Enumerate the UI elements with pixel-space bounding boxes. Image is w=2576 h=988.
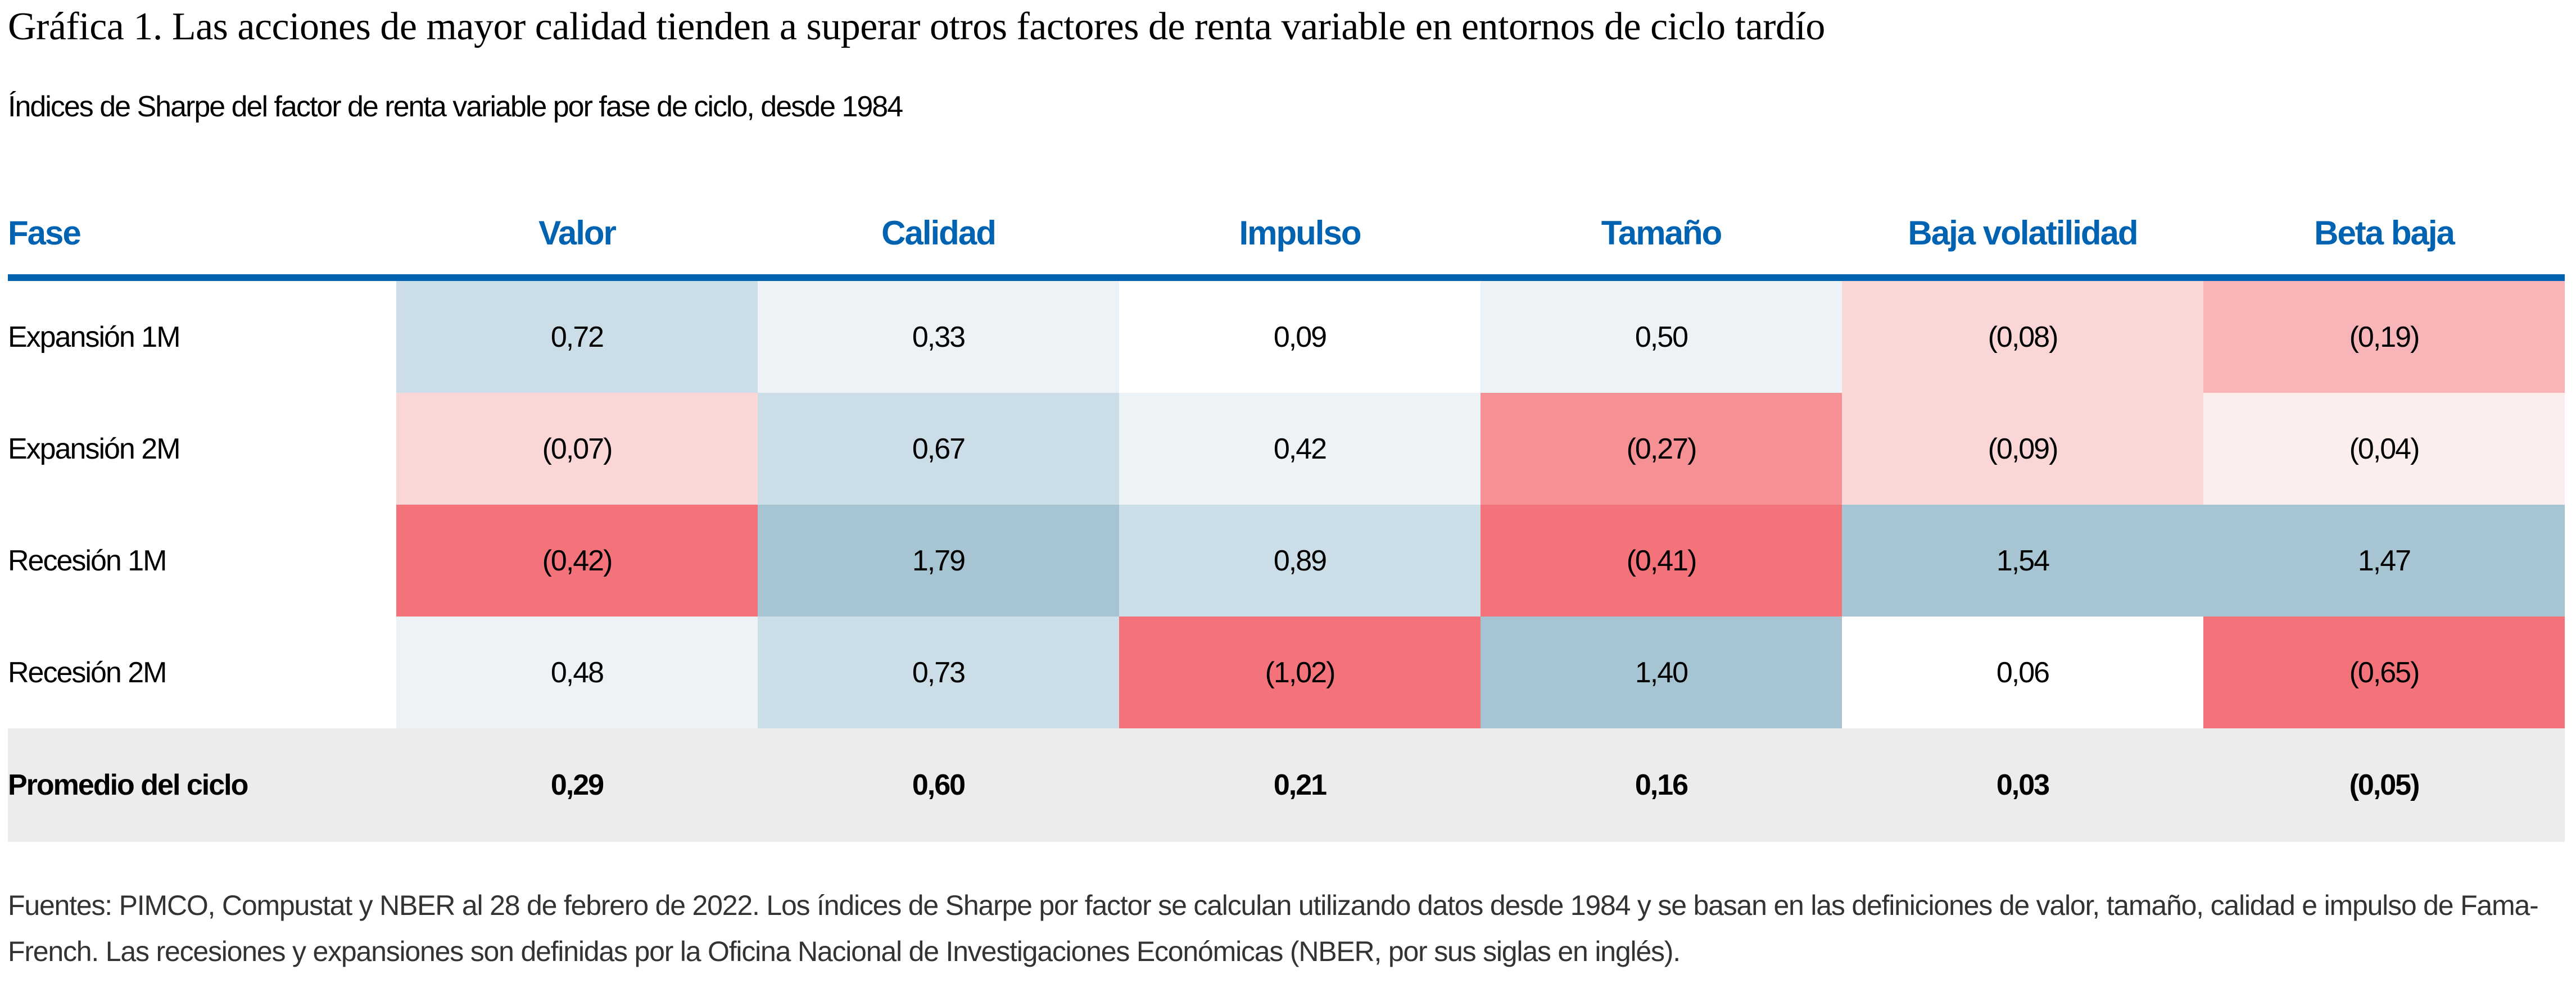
table-cell: (0,07) [396, 393, 758, 505]
average-row: Promedio del ciclo 0,29 0,60 0,21 0,16 0,03 (0… [8, 728, 2565, 842]
table-cell: 0,42 [1119, 393, 1481, 505]
average-cell: 0,21 [1119, 728, 1481, 842]
row-label: Recesión 2M [8, 617, 396, 728]
column-header: Baja volatilidad [1842, 191, 2203, 281]
average-cell: 0,03 [1842, 728, 2203, 842]
table-cell: (0,41) [1481, 505, 1842, 617]
column-header: Valor [396, 191, 758, 281]
chart-title: Gráfica 1. Las acciones de mayor calidad… [8, 5, 1825, 48]
average-cell: 0,16 [1481, 728, 1842, 842]
chart-subtitle: Índices de Sharpe del factor de renta va… [8, 90, 903, 123]
table-cell: (1,02) [1119, 617, 1481, 728]
average-cell: (0,05) [2203, 728, 2565, 842]
column-header: Fase [8, 191, 396, 281]
column-header: Tamaño [1481, 191, 1842, 281]
table-row: Recesión 1M (0,42) 1,79 0,89 (0,41) 1,54 1,47 [8, 505, 2565, 617]
table-cell: 0,06 [1842, 617, 2203, 728]
table-cell: (0,27) [1481, 393, 1842, 505]
average-cell: 0,29 [396, 728, 758, 842]
average-cell: 0,60 [758, 728, 1119, 842]
table-cell: 0,67 [758, 393, 1119, 505]
table-cell: (0,19) [2203, 278, 2565, 393]
column-header: Beta baja [2203, 191, 2565, 281]
table-cell: 0,09 [1119, 278, 1481, 393]
table-cell: (0,08) [1842, 278, 2203, 393]
table-cell: 1,40 [1481, 617, 1842, 728]
column-header: Calidad [758, 191, 1119, 281]
table-row: Recesión 2M 0,48 0,73 (1,02) 1,40 0,06 (0,65) [8, 617, 2565, 728]
row-label: Recesión 1M [8, 505, 396, 617]
table-header-row: Fase Valor Calidad Impulso Tamaño Baja volati… [8, 191, 2565, 281]
column-header: Impulso [1119, 191, 1481, 281]
sharpe-ratio-table: Fase Valor Calidad Impulso Tamaño Baja volati… [8, 191, 2565, 842]
table-row: Expansión 2M (0,07) 0,67 0,42 (0,27) (0,09) (0… [8, 393, 2565, 505]
table-cell: (0,42) [396, 505, 758, 617]
source-note: Fuentes: PIMCO, Compustat y NBER al 28 d… [8, 890, 2539, 967]
table-cell: 0,72 [396, 278, 758, 393]
row-label: Expansión 1M [8, 278, 396, 393]
table-cell: (0,04) [2203, 393, 2565, 505]
table-cell: (0,65) [2203, 617, 2565, 728]
table-cell: (0,09) [1842, 393, 2203, 505]
table-cell: 0,33 [758, 278, 1119, 393]
row-label: Expansión 2M [8, 393, 396, 505]
row-label: Promedio del ciclo [8, 728, 396, 842]
table-cell: 0,48 [396, 617, 758, 728]
table-cell: 0,89 [1119, 505, 1481, 617]
table-cell: 1,79 [758, 505, 1119, 617]
table-cell: 1,54 [1842, 505, 2203, 617]
table-cell: 1,47 [2203, 505, 2565, 617]
table-cell: 0,73 [758, 617, 1119, 728]
table-cell: 0,50 [1481, 278, 1842, 393]
table-row: Expansión 1M 0,72 0,33 0,09 0,50 (0,08) (0,19) [8, 278, 2565, 393]
